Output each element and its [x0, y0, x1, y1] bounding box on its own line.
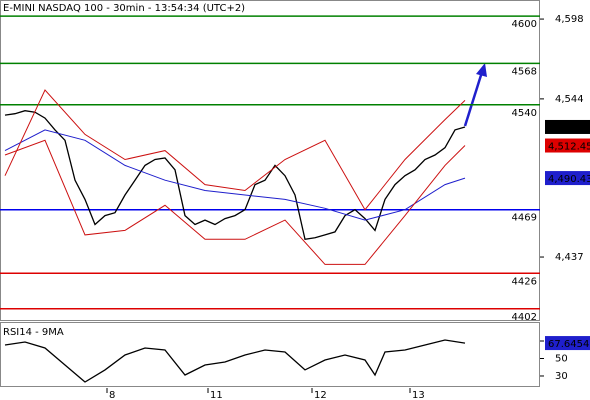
- y-tick-label: 4,437: [555, 252, 584, 263]
- price-tag: [545, 171, 590, 186]
- series-line: [4, 129, 466, 221]
- panel-title: E-MINI NASDAQ 100 - 30min - 13:54:34 (UT…: [3, 3, 245, 14]
- level-label: 4600: [512, 19, 537, 30]
- level-label: 4469: [512, 213, 537, 224]
- price-panel: [0, 0, 540, 321]
- price-tag: [545, 138, 590, 153]
- series-line: [4, 139, 466, 265]
- level-label: 4402: [512, 312, 537, 323]
- level-label: 4568: [512, 66, 537, 77]
- price-tag: [545, 336, 590, 351]
- arrow-shaft: [463, 71, 484, 127]
- price-tag-label: 67.6454: [548, 339, 589, 350]
- y-tick-label: 4,544: [555, 94, 584, 105]
- panel-title: RSI14 - 9MA: [3, 327, 64, 338]
- y-tick-label: 50: [555, 353, 568, 364]
- y-tick-label: 30: [555, 371, 568, 382]
- price-tag-label: 4,525: [548, 123, 577, 134]
- y-tick-label: 4,598: [555, 14, 584, 25]
- level-label: 4540: [512, 108, 537, 119]
- series-line: [4, 89, 466, 211]
- x-tick-label: 13: [412, 390, 425, 400]
- rsi-panel: [0, 322, 540, 387]
- series-line: [4, 110, 466, 241]
- x-tick-label: 12: [314, 390, 327, 400]
- level-label: 4426: [512, 276, 537, 287]
- x-tick-label: 11: [210, 390, 223, 400]
- x-tick-label: 8: [109, 390, 115, 400]
- arrow-head: [476, 63, 487, 77]
- price-tag-label: 4,512.45: [548, 142, 590, 153]
- price-tag-label: 4,490.43: [548, 174, 590, 185]
- series-line: [4, 339, 466, 383]
- price-tag: [545, 119, 590, 134]
